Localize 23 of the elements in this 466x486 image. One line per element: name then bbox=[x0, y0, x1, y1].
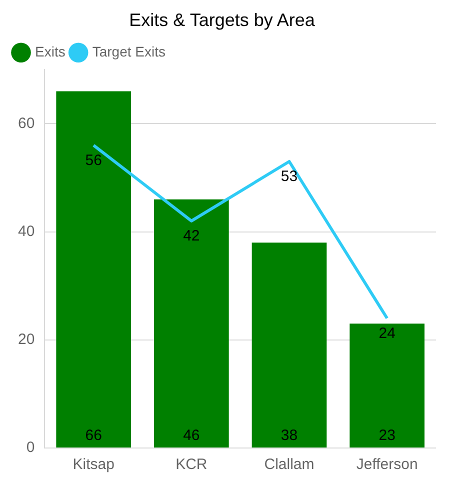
data-label: 42 bbox=[183, 228, 200, 245]
y-tick-label: 20 bbox=[18, 331, 35, 348]
data-label: 24 bbox=[378, 324, 396, 342]
x-tick-label: Clallam bbox=[264, 456, 314, 474]
data-label: 23 bbox=[378, 427, 396, 444]
x-tick-label: Jefferson bbox=[356, 456, 418, 474]
bar bbox=[350, 324, 425, 448]
data-label: 38 bbox=[280, 427, 298, 444]
x-tick-label: KCR bbox=[176, 456, 208, 474]
y-tick-label: 0 bbox=[26, 439, 35, 456]
data-label: 53 bbox=[280, 168, 298, 186]
legend-label: Exits bbox=[35, 43, 66, 60]
y-tick-label: 60 bbox=[18, 114, 35, 132]
legend-label: Target Exits bbox=[92, 43, 166, 60]
data-label: 66 bbox=[85, 427, 102, 444]
bar bbox=[252, 242, 327, 448]
data-label: 56 bbox=[85, 152, 102, 169]
data-label: 46 bbox=[183, 427, 200, 444]
bar bbox=[56, 91, 132, 448]
bar bbox=[154, 199, 229, 448]
y-tick-label: 40 bbox=[18, 222, 35, 240]
x-tick-label: Kitsap bbox=[72, 456, 114, 474]
chart-title: Exits & Targets by Area bbox=[129, 10, 316, 30]
